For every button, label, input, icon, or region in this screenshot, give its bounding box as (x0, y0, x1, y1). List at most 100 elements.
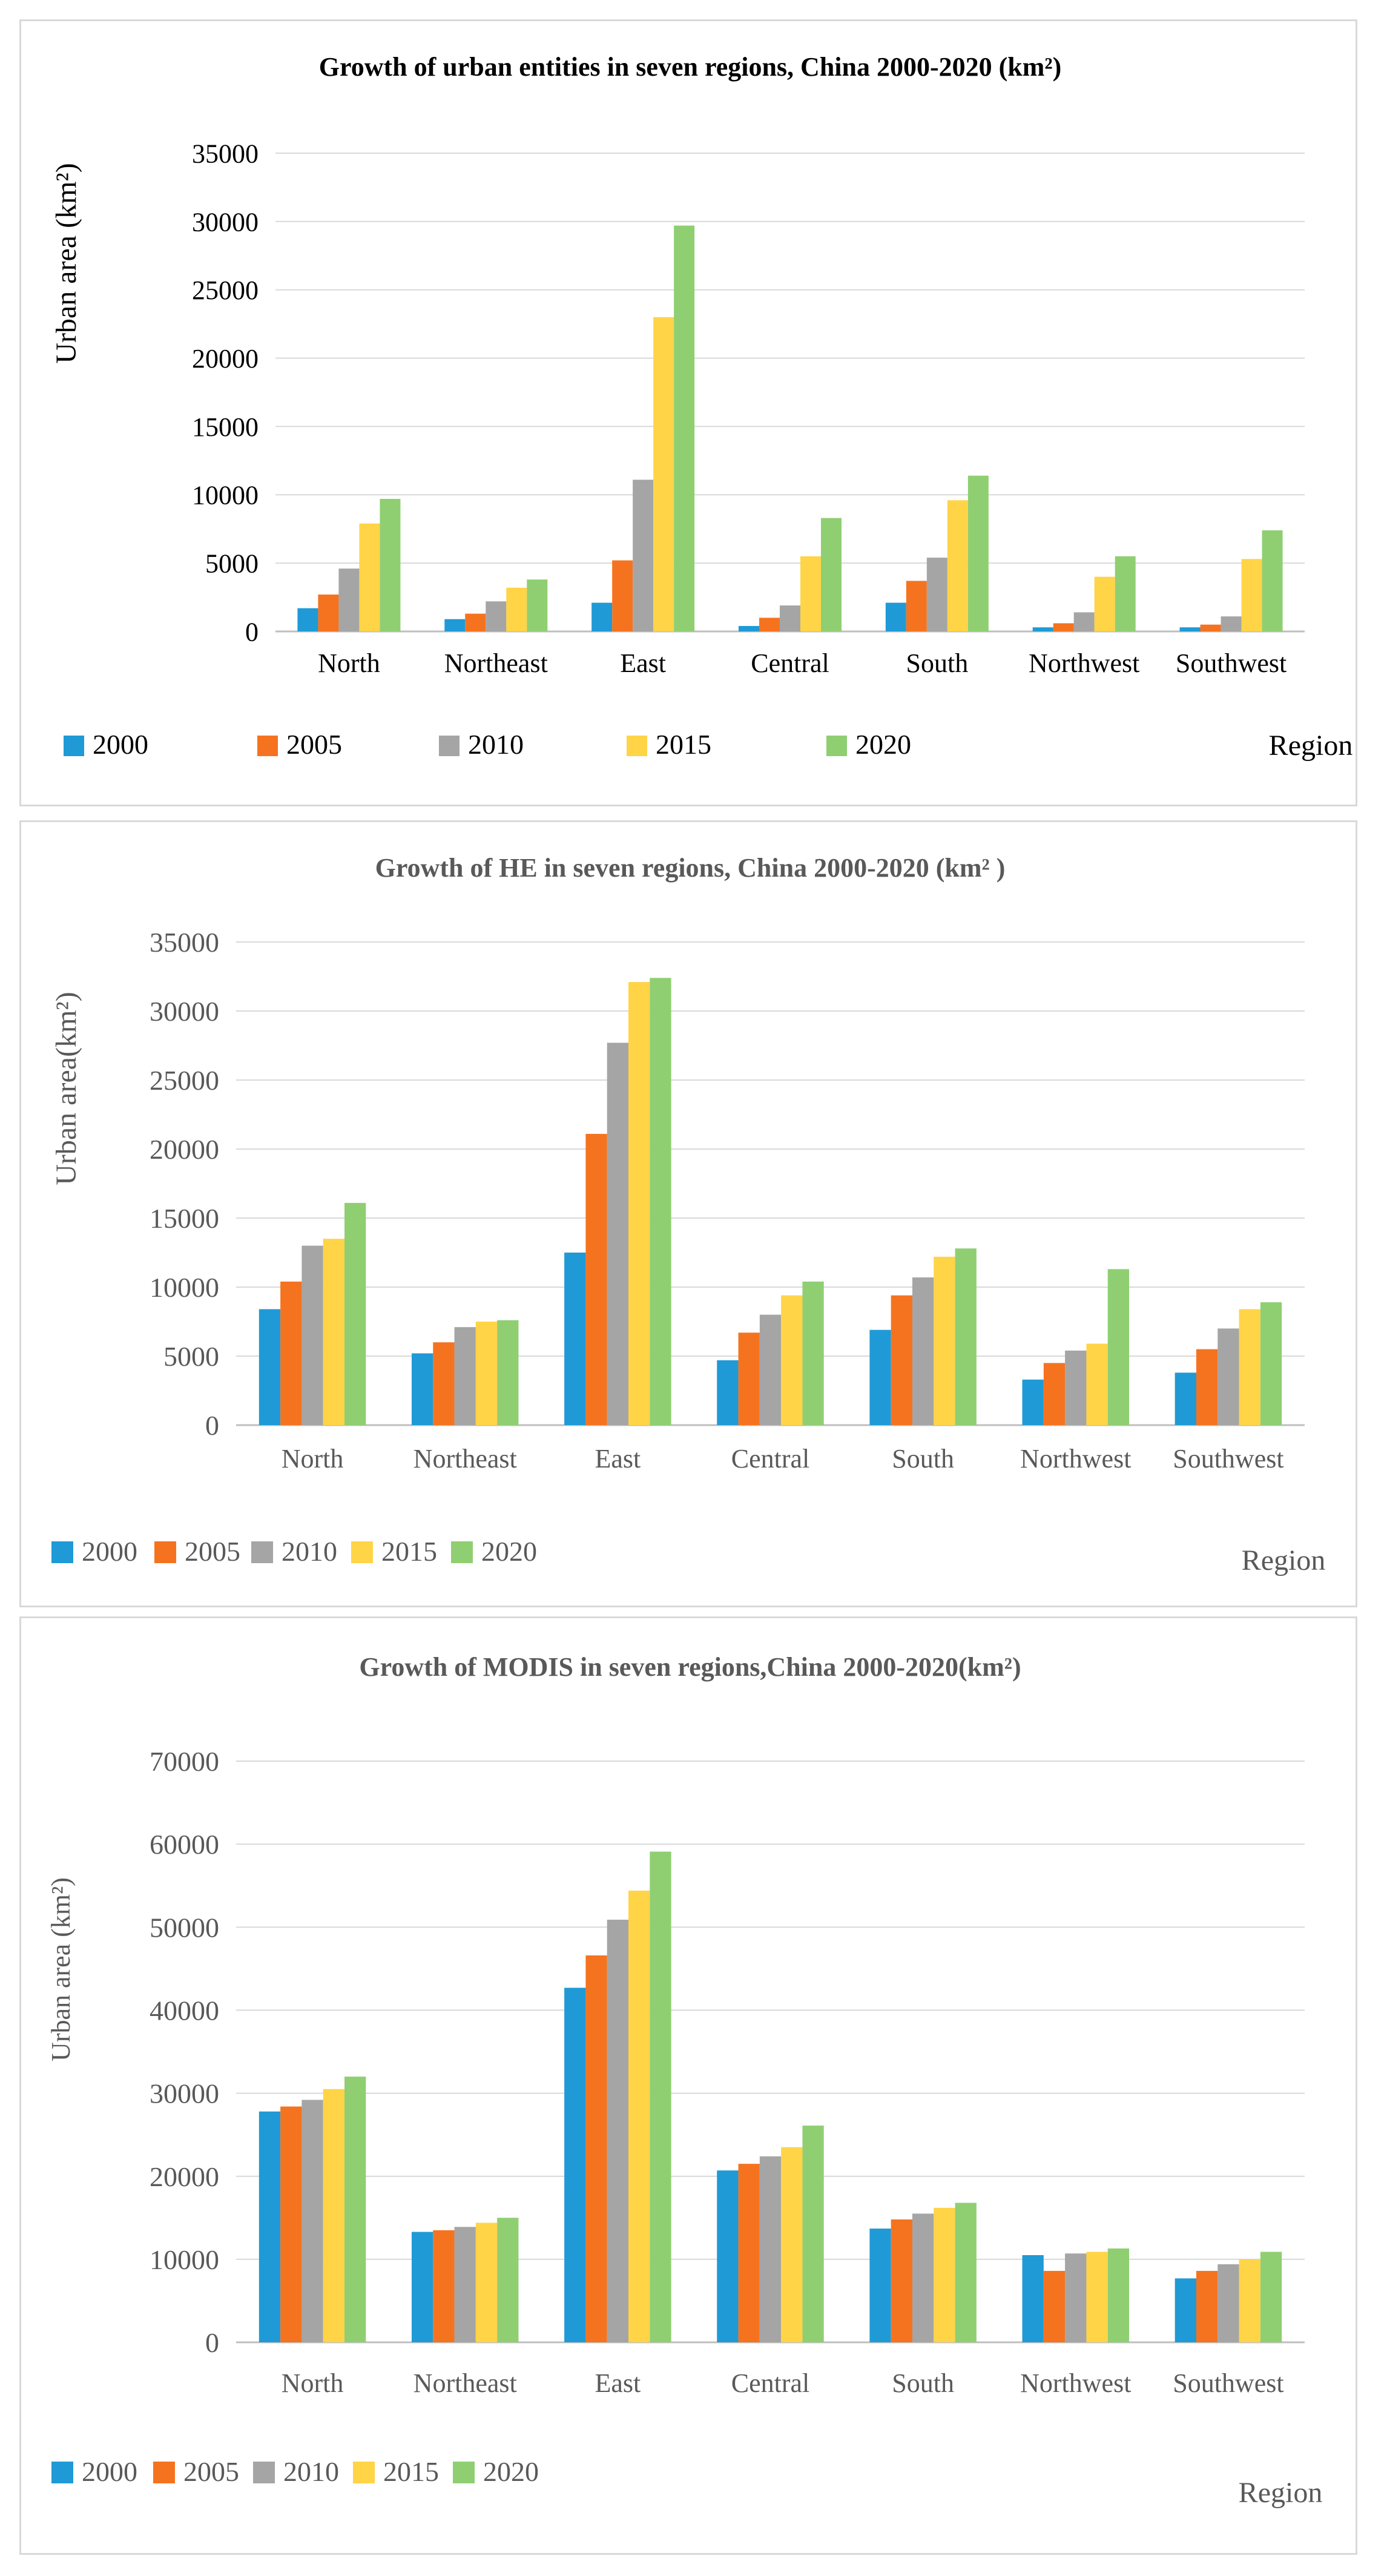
bar-east-2015 (628, 982, 650, 1425)
bar-northwest-2015 (1094, 576, 1115, 631)
bar-north-2015 (359, 523, 380, 631)
bar-southwest-2020 (1262, 530, 1283, 631)
bar-northwest-2015 (1086, 2252, 1108, 2342)
bar-south-2000 (885, 602, 906, 631)
bar-south-2015 (934, 2207, 955, 2342)
bar-northeast-2020 (497, 1320, 519, 1425)
legend-swatch-2005 (153, 2462, 175, 2483)
y-tick-label: 0 (205, 2327, 219, 2358)
bar-central-2010 (759, 2156, 782, 2342)
x-tick-label: Southwest (1176, 648, 1287, 678)
y-tick-label: 35000 (192, 139, 259, 168)
bar-south-2015 (947, 500, 968, 631)
x-tick-label: Northwest (1029, 648, 1139, 678)
legend-label-2005: 2005 (286, 729, 342, 760)
bar-central-2015 (800, 556, 821, 631)
bar-north-2010 (301, 1245, 323, 1425)
legend-label-2000: 2000 (82, 1536, 137, 1567)
bar-central-2005 (738, 2164, 760, 2342)
bar-east-2005 (585, 1955, 607, 2342)
legend-swatch-2000 (64, 736, 84, 756)
legend-swatch-2015 (351, 1541, 373, 1563)
y-tick-label: 30000 (150, 2078, 219, 2109)
y-tick-label: 5000 (163, 1341, 219, 1372)
y-tick-label: 30000 (192, 207, 259, 237)
legend-label-2020: 2020 (481, 1536, 537, 1567)
legend-label-2005: 2005 (185, 1536, 240, 1567)
bar-central-2000 (717, 2170, 739, 2342)
x-tick-label: Central (731, 1444, 810, 1474)
bar-east-2015 (653, 317, 674, 631)
x-tick-label: South (906, 648, 969, 678)
bar-northeast-2020 (497, 2218, 519, 2342)
bar-north-2020 (344, 1202, 366, 1425)
bar-south-2010 (912, 2213, 934, 2342)
x-tick-label: North (318, 648, 380, 678)
legend-swatch-2000 (51, 1541, 73, 1563)
bar-southwest-2005 (1200, 624, 1221, 631)
y-tick-label: 60000 (150, 1829, 219, 1860)
legend-label-2005: 2005 (183, 2456, 239, 2487)
bar-east-2010 (607, 1919, 629, 2342)
x-tick-label: Northwest (1020, 1444, 1131, 1474)
bar-north-2000 (259, 2111, 281, 2342)
bar-north-2005 (280, 1281, 302, 1425)
bar-northwest-2020 (1107, 2248, 1130, 2342)
bar-central-2015 (781, 1295, 803, 1425)
bar-southwest-2020 (1260, 1302, 1282, 1425)
x-tick-label: Northeast (413, 1444, 517, 1474)
x-tick-label: Northeast (444, 648, 548, 678)
bar-northwest-2010 (1065, 2253, 1087, 2342)
bar-southwest-2015 (1241, 559, 1262, 631)
bar-southwest-2015 (1239, 1309, 1260, 1425)
bar-southwest-2010 (1221, 616, 1242, 631)
bar-east-2000 (591, 602, 613, 631)
legend-swatch-2010 (253, 2462, 275, 2483)
legend-swatch-2020 (451, 1541, 473, 1563)
y-axis-label: Urban area (km²) (46, 1877, 76, 2061)
legend-label-2020: 2020 (483, 2456, 539, 2487)
legend-label-2010: 2010 (283, 2456, 339, 2487)
y-tick-label: 50000 (150, 1912, 219, 1943)
bar-south-2005 (891, 1295, 912, 1425)
legend-swatch-2020 (453, 2462, 475, 2483)
chart-panel-modis: Growth of MODIS in seven regions,China 2… (19, 1616, 1357, 2555)
legend-swatch-2000 (51, 2462, 73, 2483)
chart-urban-entities: Growth of urban entities in seven region… (50, 52, 1353, 762)
bar-east-2015 (628, 1890, 650, 2342)
bar-northeast-2005 (465, 613, 486, 631)
bar-east-2000 (564, 1988, 586, 2342)
bar-northwest-2000 (1022, 2255, 1044, 2342)
y-tick-label: 25000 (150, 1065, 219, 1096)
bar-south-2005 (906, 581, 927, 631)
bar-south-2010 (912, 1277, 934, 1425)
bar-northeast-2010 (454, 1327, 476, 1425)
bar-southwest-2000 (1179, 627, 1201, 631)
bar-north-2005 (280, 2106, 302, 2342)
bar-southwest-2020 (1260, 2252, 1282, 2342)
legend-swatch-2015 (627, 736, 647, 756)
bar-northeast-2000 (411, 1353, 433, 1425)
bar-east-2020 (650, 978, 671, 1425)
legend-label-2015: 2015 (381, 1536, 437, 1567)
bar-south-2005 (891, 2219, 912, 2342)
y-tick-label: 10000 (192, 481, 259, 510)
bar-east-2020 (674, 225, 695, 632)
bar-south-2020 (967, 475, 989, 631)
bar-central-2015 (781, 2147, 803, 2342)
bar-central-2020 (802, 2126, 824, 2342)
x-tick-label: Northeast (413, 2368, 517, 2398)
y-tick-label: 70000 (150, 1746, 219, 1777)
bar-northeast-2010 (486, 601, 507, 631)
x-tick-label: East (595, 1444, 641, 1474)
legend-label-2015: 2015 (383, 2456, 439, 2487)
bar-northwest-2005 (1043, 2271, 1066, 2342)
x-tick-label: Central (731, 2368, 810, 2398)
x-axis-label: Region (1269, 730, 1353, 762)
x-tick-label: Northwest (1020, 2368, 1131, 2398)
bar-central-2020 (802, 1281, 824, 1425)
bar-northeast-2015 (506, 587, 527, 631)
bar-north-2015 (323, 1239, 345, 1425)
bar-north-2000 (297, 608, 318, 631)
bar-south-2000 (869, 2228, 891, 2342)
